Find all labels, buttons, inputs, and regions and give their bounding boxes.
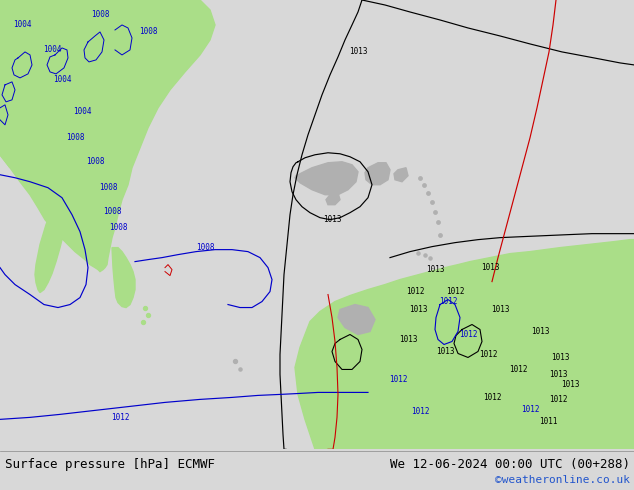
Text: 1012: 1012	[508, 365, 527, 374]
Point	[235, 366, 245, 373]
Text: 1013: 1013	[481, 263, 499, 272]
Text: 1012: 1012	[446, 287, 464, 296]
Polygon shape	[295, 162, 358, 195]
Point	[435, 231, 445, 239]
Text: 1008: 1008	[103, 207, 121, 216]
Point	[420, 251, 430, 259]
Text: 1012: 1012	[406, 287, 424, 296]
Point	[423, 189, 433, 196]
Text: 1012: 1012	[479, 350, 497, 359]
Text: 1012: 1012	[389, 375, 407, 384]
Text: 1008: 1008	[66, 133, 84, 142]
Point	[140, 304, 150, 312]
Text: 1012: 1012	[482, 393, 501, 402]
Text: 1013: 1013	[399, 335, 417, 344]
Text: 1012: 1012	[521, 405, 540, 414]
Polygon shape	[365, 163, 390, 185]
Text: 1008: 1008	[91, 10, 109, 20]
Text: 1008: 1008	[109, 223, 127, 232]
Text: 1008: 1008	[139, 27, 157, 36]
Point	[419, 181, 429, 189]
Text: 1013: 1013	[436, 347, 454, 356]
Text: 1013: 1013	[409, 305, 427, 314]
Polygon shape	[0, 0, 215, 271]
Point	[143, 311, 153, 319]
Point	[230, 358, 240, 366]
Text: 1004: 1004	[13, 21, 31, 29]
Text: 1012: 1012	[549, 395, 567, 404]
Text: 1012: 1012	[111, 413, 129, 422]
Text: 1004: 1004	[73, 107, 91, 116]
Text: 1008: 1008	[86, 157, 104, 166]
Point	[427, 198, 437, 206]
Text: 1012: 1012	[411, 407, 429, 416]
Text: 1013: 1013	[491, 305, 509, 314]
Polygon shape	[394, 168, 408, 182]
Text: 1013: 1013	[531, 327, 549, 336]
Point	[430, 208, 440, 216]
Polygon shape	[326, 193, 340, 205]
Text: 1004: 1004	[53, 75, 71, 84]
Polygon shape	[0, 0, 10, 168]
Text: 1008: 1008	[196, 243, 214, 252]
Text: We 12-06-2024 00:00 UTC (00+288): We 12-06-2024 00:00 UTC (00+288)	[390, 458, 630, 471]
Polygon shape	[295, 240, 634, 449]
Point	[415, 174, 425, 182]
Text: 1013: 1013	[560, 380, 579, 389]
Text: Surface pressure [hPa] ECMWF: Surface pressure [hPa] ECMWF	[5, 458, 215, 471]
Point	[413, 249, 423, 257]
Text: 1008: 1008	[99, 183, 117, 192]
Text: 1012: 1012	[459, 330, 477, 339]
Text: 1013: 1013	[349, 48, 367, 56]
Polygon shape	[338, 305, 375, 335]
Point	[138, 318, 148, 325]
Text: 1011: 1011	[539, 417, 557, 426]
Text: 1013: 1013	[551, 353, 569, 362]
Point	[425, 254, 435, 262]
Polygon shape	[112, 247, 135, 308]
Text: 1013: 1013	[426, 265, 444, 274]
Text: 1013: 1013	[549, 370, 567, 379]
Text: 1012: 1012	[439, 297, 457, 306]
Text: 1013: 1013	[323, 215, 341, 224]
Text: ©weatheronline.co.uk: ©weatheronline.co.uk	[495, 475, 630, 485]
Polygon shape	[35, 155, 75, 293]
Text: 1004: 1004	[42, 46, 61, 54]
Point	[433, 218, 443, 225]
